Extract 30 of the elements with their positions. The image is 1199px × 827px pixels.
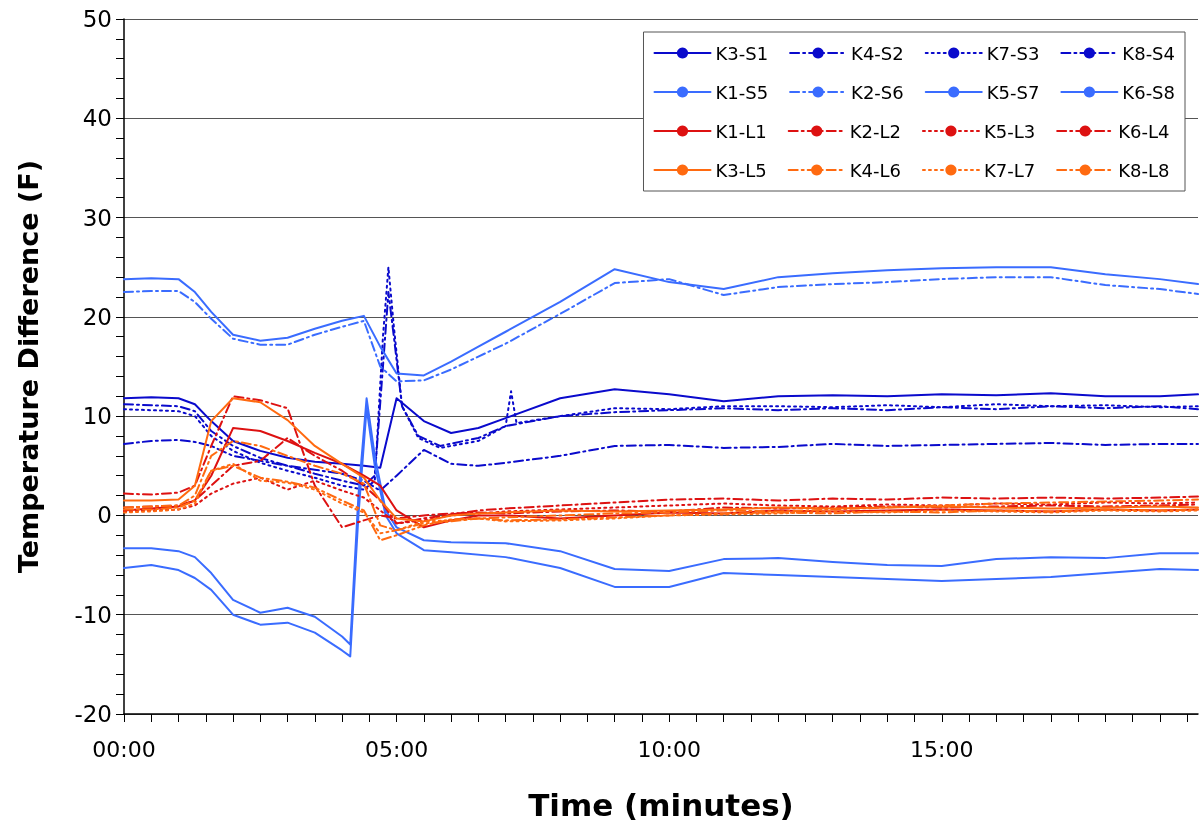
y-axis-title: Temperature Difference (F) <box>13 159 44 574</box>
legend-label: K5-L3 <box>983 120 1036 142</box>
y-tick-label: 40 <box>82 105 112 132</box>
legend-label: K8-S4 <box>1122 42 1176 64</box>
y-tick-label: 20 <box>82 303 112 330</box>
x-tick-label: 10:00 <box>637 736 701 762</box>
y-tick-label: 50 <box>82 6 112 32</box>
legend-label: K2-S6 <box>851 81 904 103</box>
x-axis-title: Time (minutes) <box>528 786 794 823</box>
x-tick-label: 15:00 <box>910 736 974 762</box>
x-tick-label: 05:00 <box>364 736 429 762</box>
x-tick-label: 00:00 <box>92 736 156 762</box>
legend-label: K6-S8 <box>1122 81 1176 103</box>
legend-label: K4-L6 <box>849 159 901 181</box>
legend-label: K8-L8 <box>1118 159 1170 181</box>
legend-label: K7-L7 <box>983 159 1036 181</box>
legend-label: K4-S2 <box>851 42 904 64</box>
legend-label: K6-L4 <box>1118 120 1170 142</box>
legend-label: K2-L2 <box>849 120 901 142</box>
legend-label: K5-S7 <box>986 81 1040 103</box>
legend-label: K3-L5 <box>715 159 767 181</box>
legend-label: K1-L1 <box>715 120 767 142</box>
legend-label: K1-S5 <box>715 81 769 103</box>
legend-label: K7-S3 <box>986 42 1040 64</box>
legend-label: K3-S1 <box>715 42 769 64</box>
y-tick-label: 10 <box>82 403 112 430</box>
y-tick-label: -10 <box>74 601 112 628</box>
y-tick-label: -20 <box>74 701 112 727</box>
y-tick-label: 0 <box>97 502 112 529</box>
y-tick-label: 30 <box>82 204 112 231</box>
